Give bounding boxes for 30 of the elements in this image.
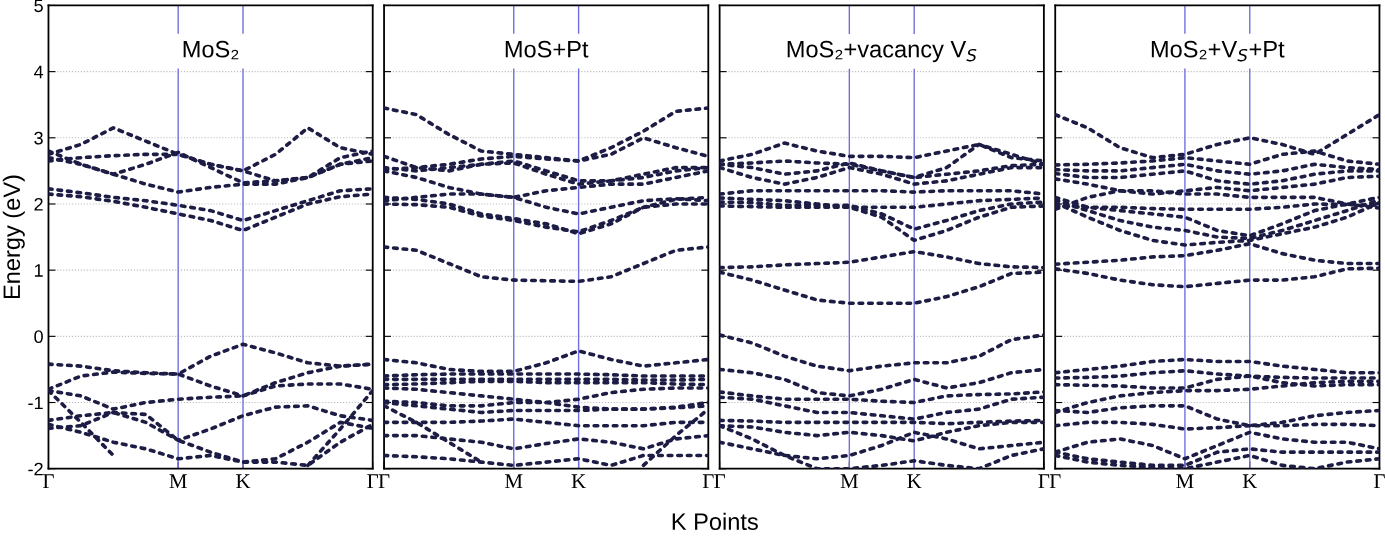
- text: MoS₂+vacancy V$_{S}$: [787, 40, 977, 63]
- x-tick-label: K: [236, 474, 251, 489]
- x-tick-label: M: [505, 474, 523, 489]
- x-tick-label: Γ: [702, 474, 714, 489]
- y-tick-label: 4: [33, 65, 44, 79]
- x-tick-label: Γ: [1374, 474, 1385, 489]
- y-tick-label: -1: [28, 396, 43, 410]
- text: MoS₂+V$_{S}$+Pt: [1151, 40, 1285, 62]
- text: MoS₂: [183, 40, 239, 60]
- x-tick-label: Γ: [43, 474, 54, 489]
- x-tick-label: K: [907, 474, 922, 489]
- text: MoS+Pt: [505, 40, 589, 58]
- y-tick-label: 3: [34, 131, 43, 145]
- x-tick-label: K: [571, 474, 586, 489]
- y-tick-label: 0: [34, 330, 43, 344]
- x-tick-label: K: [1242, 474, 1258, 489]
- y-tick-label: 2: [34, 197, 43, 211]
- y-tick-label: -2: [28, 462, 43, 476]
- x-tick-label: Γ: [1049, 474, 1061, 489]
- x-tick-label: Γ: [378, 474, 390, 489]
- x-tick-label: Γ: [367, 474, 379, 489]
- y-axis-title: Energy (eV): [2, 175, 25, 299]
- y-tick-label: 1: [34, 264, 43, 277]
- x-axis-title: K Points: [672, 512, 758, 531]
- y-tick-label: 5: [34, 0, 43, 13]
- x-tick-label: M: [1176, 474, 1194, 489]
- x-tick-label: M: [169, 474, 187, 489]
- x-tick-label: M: [840, 474, 858, 489]
- x-tick-label: Γ: [1038, 474, 1050, 489]
- x-tick-label: Γ: [714, 474, 725, 489]
